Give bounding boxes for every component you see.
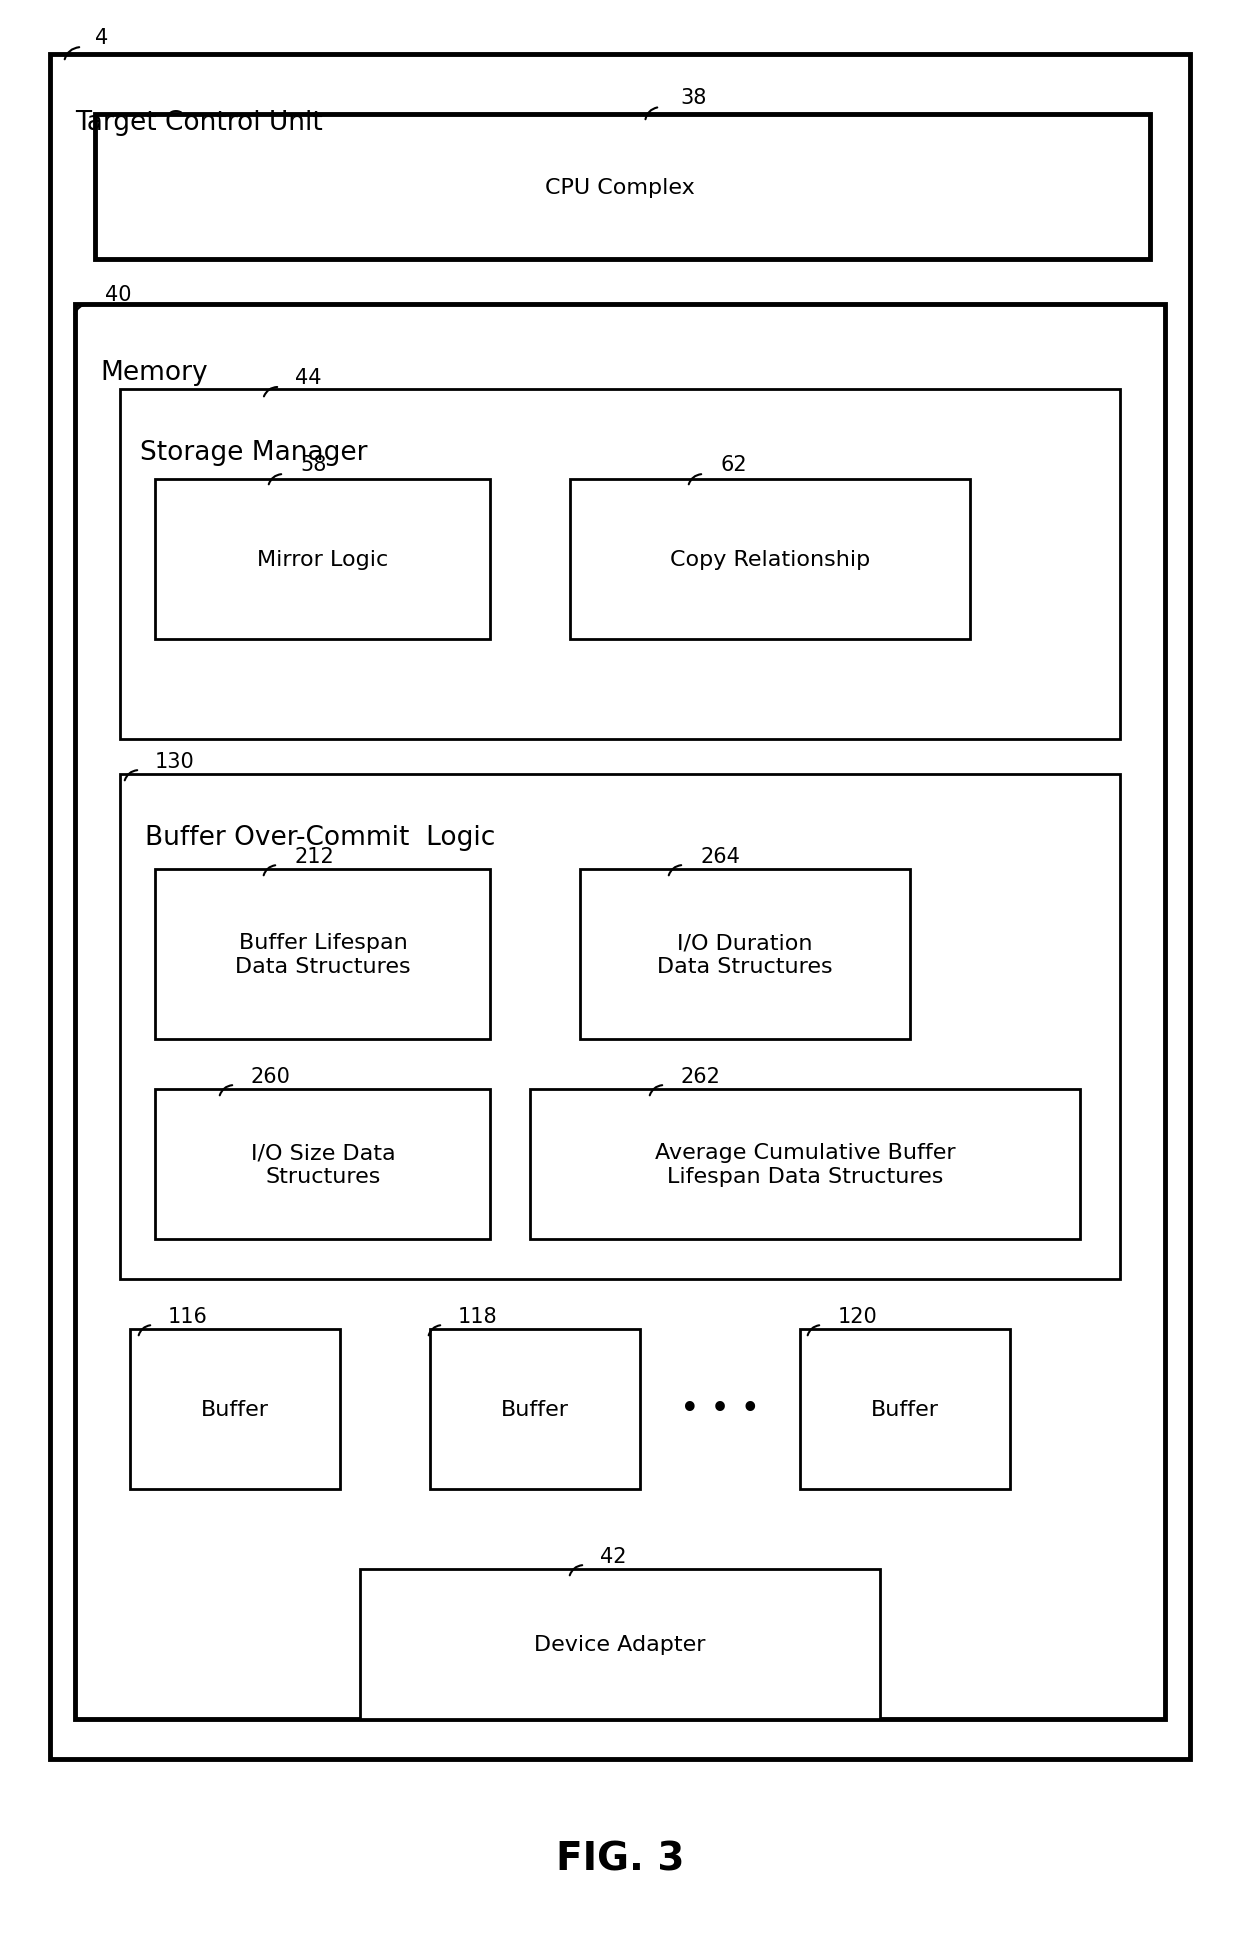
Bar: [50, 55, 1190, 1759]
Text: 120: 120: [838, 1307, 878, 1327]
Text: Device Adapter: Device Adapter: [534, 1634, 706, 1654]
Text: 38: 38: [680, 88, 707, 108]
Text: CPU Complex: CPU Complex: [546, 178, 694, 198]
Text: 58: 58: [300, 454, 326, 476]
Text: Buffer Over-Commit  Logic: Buffer Over-Commit Logic: [145, 824, 495, 851]
Text: Mirror Logic: Mirror Logic: [258, 550, 388, 569]
Bar: [155, 869, 490, 1039]
Bar: [580, 869, 910, 1039]
Bar: [120, 389, 1120, 740]
Text: I/O Duration
Data Structures: I/O Duration Data Structures: [657, 933, 833, 977]
Bar: [360, 1570, 880, 1718]
Text: • • •: • • •: [680, 1393, 760, 1427]
Text: 44: 44: [295, 368, 321, 387]
Text: I/O Size Data
Structures: I/O Size Data Structures: [250, 1143, 396, 1186]
Bar: [95, 115, 1149, 260]
Bar: [155, 479, 490, 640]
Text: Storage Manager: Storage Manager: [140, 440, 367, 466]
Text: Copy Relationship: Copy Relationship: [670, 550, 870, 569]
Bar: [74, 305, 1166, 1718]
Text: 4: 4: [95, 27, 108, 49]
Text: 116: 116: [167, 1307, 208, 1327]
Text: Buffer: Buffer: [501, 1399, 569, 1419]
Text: Target Control Unit: Target Control Unit: [74, 110, 322, 135]
Text: 40: 40: [105, 286, 131, 305]
Text: Average Cumulative Buffer
Lifespan Data Structures: Average Cumulative Buffer Lifespan Data …: [655, 1143, 955, 1186]
Text: 62: 62: [720, 454, 746, 476]
Bar: [800, 1329, 1011, 1489]
Bar: [529, 1090, 1080, 1239]
Bar: [155, 1090, 490, 1239]
Text: 212: 212: [295, 847, 335, 867]
Text: Buffer: Buffer: [870, 1399, 939, 1419]
Text: Buffer Lifespan
Data Structures: Buffer Lifespan Data Structures: [236, 933, 410, 977]
Text: 42: 42: [600, 1546, 626, 1566]
Text: Buffer: Buffer: [201, 1399, 269, 1419]
Text: 118: 118: [458, 1307, 497, 1327]
Text: Memory: Memory: [100, 360, 207, 386]
Bar: [130, 1329, 340, 1489]
Text: 130: 130: [155, 751, 195, 771]
Bar: [570, 479, 970, 640]
Bar: [120, 775, 1120, 1280]
Bar: [430, 1329, 640, 1489]
Text: FIG. 3: FIG. 3: [556, 1840, 684, 1879]
Text: 264: 264: [701, 847, 740, 867]
Text: 262: 262: [680, 1067, 720, 1086]
Text: 260: 260: [250, 1067, 290, 1086]
